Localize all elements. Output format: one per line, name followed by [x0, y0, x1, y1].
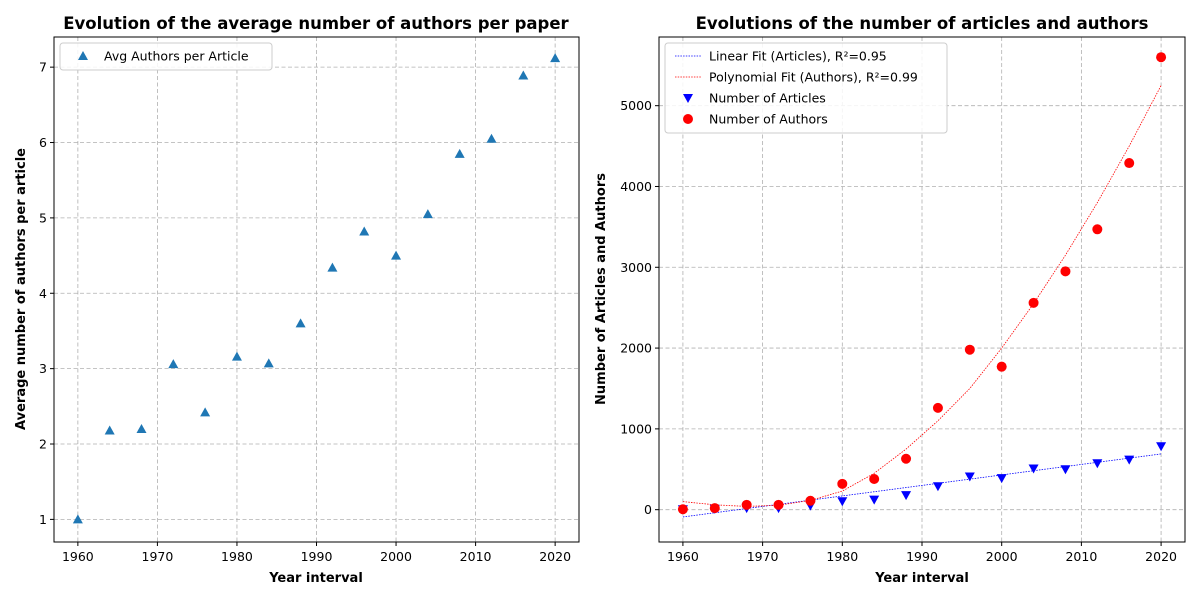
y-axis-label: Number of Articles and Authors — [594, 173, 609, 405]
x-tick-label: 2000 — [380, 549, 412, 564]
x-tick-label: 1960 — [667, 549, 699, 564]
data-point — [996, 474, 1007, 484]
chart-articles-authors: Evolutions of the number of articles and… — [594, 14, 1186, 586]
chart-title: Evolutions of the number of articles and… — [696, 14, 1149, 33]
x-tick-label: 1990 — [301, 549, 333, 564]
data-point — [200, 407, 211, 417]
data-point — [869, 495, 880, 505]
y-tick-label: 4 — [39, 286, 47, 301]
x-axis-label: Year interval — [874, 571, 969, 586]
x-tick-label: 2020 — [1145, 549, 1177, 564]
x-tick-label: 2010 — [1065, 549, 1097, 564]
data-point — [773, 499, 784, 510]
y-tick-label: 3000 — [620, 260, 652, 275]
data-point — [168, 359, 179, 369]
legend-swatch — [78, 51, 88, 60]
legend-swatch — [683, 94, 693, 103]
data-point — [677, 504, 688, 515]
data-point — [901, 491, 912, 501]
fit-line — [682, 453, 1162, 518]
chart-title: Evolution of the average number of autho… — [63, 14, 569, 33]
data-point — [136, 423, 147, 433]
data-point — [295, 318, 306, 328]
y-tick-label: 2000 — [620, 341, 652, 356]
data-point — [1156, 52, 1167, 63]
legend-box — [664, 42, 948, 134]
data-point — [1060, 266, 1071, 277]
data-point — [837, 478, 848, 489]
data-point — [1060, 465, 1071, 475]
data-point — [964, 472, 975, 482]
data-point — [104, 425, 115, 435]
legend-entry-label: Avg Authors per Article — [104, 49, 249, 64]
y-tick-label: 4000 — [620, 179, 652, 194]
legend-entry-label: Linear Fit (Articles), R²=0.95 — [709, 49, 887, 64]
y-tick-label: 1 — [39, 512, 47, 527]
x-tick-label: 1970 — [747, 549, 779, 564]
legend: Avg Authors per Article — [59, 42, 273, 71]
x-tick-label: 2020 — [539, 549, 571, 564]
data-point — [1124, 455, 1135, 465]
data-point — [709, 503, 720, 514]
data-point — [996, 361, 1007, 372]
data-point — [263, 358, 274, 368]
data-point — [1156, 442, 1167, 452]
y-tick-label: 2 — [39, 437, 47, 452]
data-point — [805, 495, 816, 506]
data-point — [932, 482, 943, 492]
x-tick-label: 2010 — [460, 549, 492, 564]
data-point — [741, 499, 752, 510]
data-point — [837, 497, 848, 507]
chart-avg-authors: Evolution of the average number of autho… — [14, 14, 580, 586]
data-point — [869, 473, 880, 484]
data-point — [1028, 297, 1039, 308]
legend-entry-label: Number of Articles — [709, 91, 826, 106]
data-point — [518, 70, 529, 80]
y-tick-label: 3 — [39, 361, 47, 376]
x-axis-label: Year interval — [268, 571, 363, 586]
data-point — [1092, 224, 1103, 235]
x-tick-label: 1980 — [826, 549, 858, 564]
x-tick-label: 1990 — [906, 549, 938, 564]
x-tick-label: 1970 — [142, 549, 174, 564]
x-tick-label: 1980 — [221, 549, 253, 564]
y-tick-label: 7 — [39, 60, 47, 75]
legend-box — [59, 42, 273, 71]
data-point — [391, 250, 402, 260]
y-axis-label: Average number of authors per article — [14, 148, 29, 430]
y-tick-label: 6 — [39, 135, 47, 150]
data-point — [359, 226, 370, 236]
legend-entry-label: Polynomial Fit (Authors), R²=0.99 — [709, 70, 918, 85]
y-tick-label: 0 — [644, 502, 652, 517]
data-point — [932, 402, 943, 413]
data-point — [1092, 459, 1103, 469]
y-tick-label: 5 — [39, 210, 47, 225]
x-tick-label: 2000 — [986, 549, 1018, 564]
x-tick-label: 1960 — [62, 549, 94, 564]
data-point — [964, 344, 975, 355]
data-point — [231, 351, 242, 361]
data-point — [422, 209, 433, 219]
data-point — [486, 133, 497, 143]
legend-entry-label: Number of Authors — [709, 112, 828, 127]
data-point — [1028, 464, 1039, 474]
legend-swatch — [683, 114, 693, 124]
data-point — [550, 53, 561, 63]
data-point — [327, 262, 338, 272]
data-point — [1124, 158, 1135, 169]
data-point — [454, 148, 465, 158]
legend: Linear Fit (Articles), R²=0.95 Polynomial… — [664, 42, 948, 134]
data-point — [72, 514, 83, 524]
y-tick-label: 5000 — [620, 98, 652, 113]
y-tick-label: 1000 — [620, 421, 652, 436]
data-point — [901, 453, 912, 464]
